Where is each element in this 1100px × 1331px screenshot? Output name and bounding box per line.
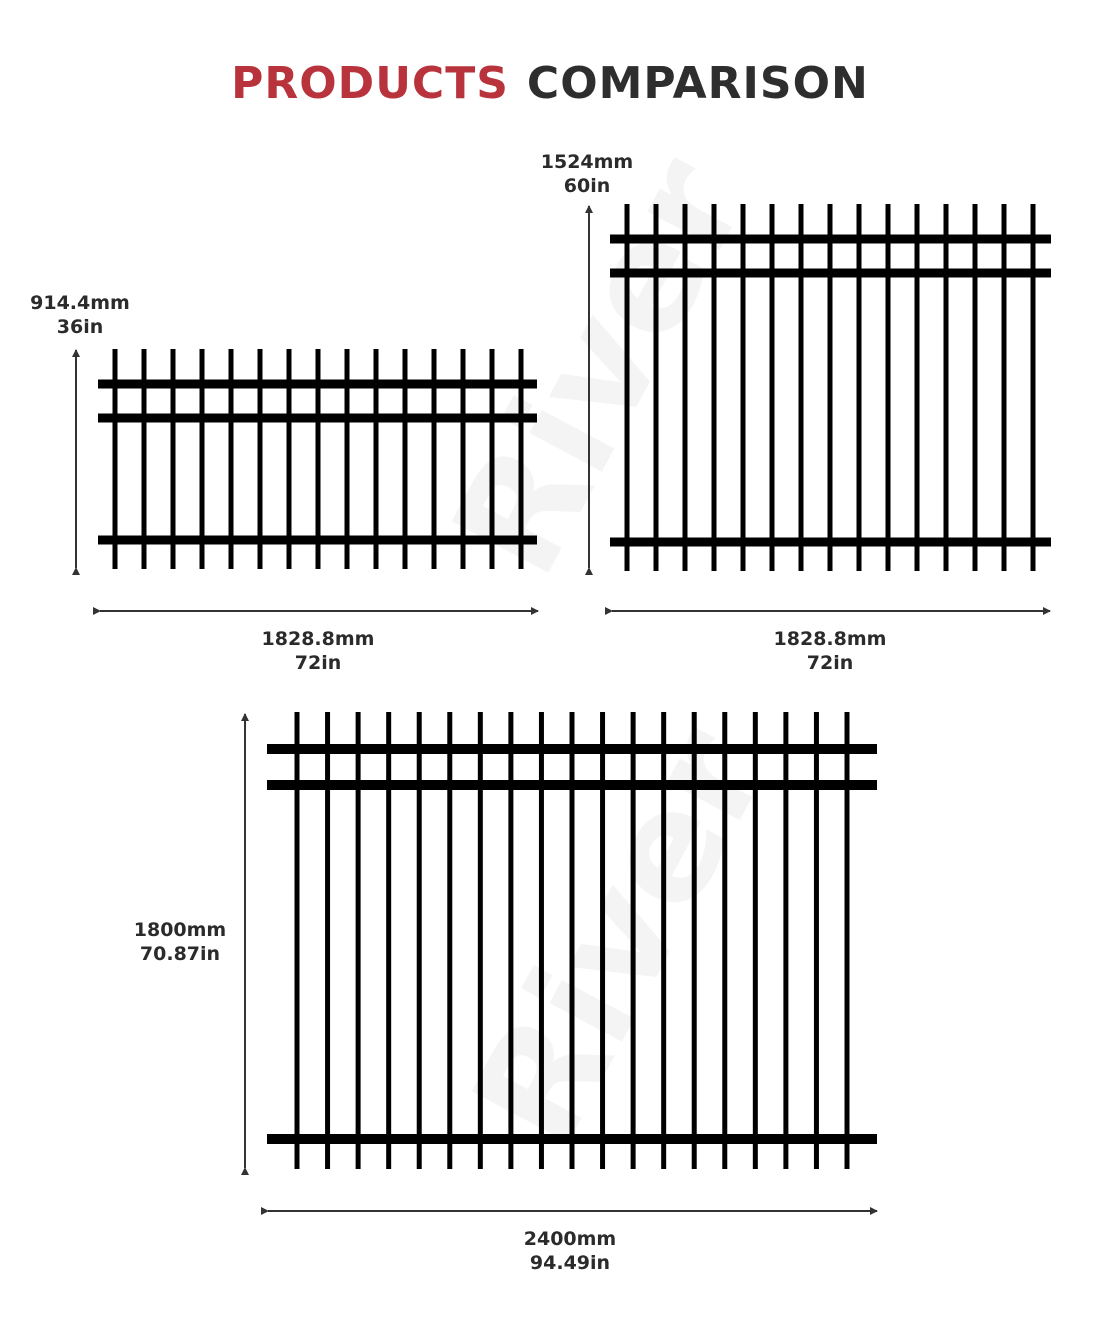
fence-rail (610, 537, 1051, 547)
fence-picket (1030, 204, 1036, 571)
fence-rail (610, 234, 1051, 244)
fence-picket (722, 712, 728, 1169)
fence-picket (325, 712, 331, 1169)
width-mm-1: 1828.8mm (261, 628, 375, 650)
fence-picket (538, 712, 544, 1169)
fence-picket (508, 712, 514, 1169)
fence-picket (489, 349, 495, 569)
fence-picket (661, 712, 667, 1169)
height-label-2: 1524mm 60in (527, 150, 647, 198)
fence-picket (402, 349, 408, 569)
fence-picket (228, 349, 234, 569)
fence-rail (267, 780, 877, 790)
fence-picket (315, 349, 321, 569)
height-mm-1: 914.4mm (30, 292, 130, 314)
fence-picket (844, 712, 850, 1169)
fence-picket (447, 712, 453, 1169)
height-mm-2: 1524mm (540, 151, 634, 173)
height-in-1: 36in (56, 316, 104, 338)
fence-picket (112, 349, 118, 569)
fence-rail (610, 268, 1051, 278)
height-label-1: 914.4mm 36in (20, 291, 140, 339)
fence-picket (199, 349, 205, 569)
fence-rail (267, 744, 877, 754)
width-in-3: 94.49in (529, 1252, 611, 1274)
fence-picket (569, 712, 575, 1169)
fence-picket (286, 349, 292, 569)
fence-picket (431, 349, 437, 569)
fence-picket (798, 204, 804, 571)
fence-rail (98, 379, 537, 389)
width-mm-2: 1828.8mm (773, 628, 887, 650)
fence-picket (972, 204, 978, 571)
fence-picket (914, 204, 920, 571)
width-label-1: 1828.8mm 72in (238, 627, 398, 675)
fence-picket (813, 712, 819, 1169)
fence-picket (355, 712, 361, 1169)
fence-picket (624, 204, 630, 571)
fence-picket (752, 712, 758, 1169)
fence-picket (630, 712, 636, 1169)
fence-panel-2 (610, 204, 1051, 571)
fence-picket (373, 349, 379, 569)
height-mm-3: 1800mm (133, 919, 227, 941)
fence-picket (827, 204, 833, 571)
fence-picket (856, 204, 862, 571)
width-in-1: 72in (294, 652, 342, 674)
fence-picket (294, 712, 300, 1169)
height-in-2: 60in (563, 175, 611, 197)
fence-picket (740, 204, 746, 571)
fence-panel-3 (267, 712, 877, 1169)
width-mm-3: 2400mm (523, 1228, 617, 1250)
fence-picket (141, 349, 147, 569)
fence-picket (170, 349, 176, 569)
fence-rail (98, 535, 537, 545)
fence-picket (691, 712, 697, 1169)
fence-rail (98, 413, 537, 423)
fence-picket (943, 204, 949, 571)
page-title: PRODUCTS COMPARISON (0, 58, 1100, 109)
width-label-2: 1828.8mm 72in (750, 627, 910, 675)
height-label-3: 1800mm 70.87in (120, 918, 240, 966)
title-products: PRODUCTS (231, 58, 509, 109)
fence-picket (460, 349, 466, 569)
fence-panel-1 (98, 349, 537, 569)
fence-picket (477, 712, 483, 1169)
fence-picket (783, 712, 789, 1169)
fence-picket (386, 712, 392, 1169)
width-label-3: 2400mm 94.49in (490, 1227, 650, 1275)
fence-picket (416, 712, 422, 1169)
fence-picket (769, 204, 775, 571)
height-in-3: 70.87in (139, 943, 221, 965)
title-comparison: COMPARISON (526, 58, 869, 109)
fence-picket (518, 349, 524, 569)
fence-picket (1001, 204, 1007, 571)
fence-rail (267, 1134, 877, 1144)
width-in-2: 72in (806, 652, 854, 674)
fence-picket (711, 204, 717, 571)
fence-picket (653, 204, 659, 571)
fence-picket (257, 349, 263, 569)
fence-picket (600, 712, 606, 1169)
fence-picket (885, 204, 891, 571)
fence-picket (682, 204, 688, 571)
fence-picket (344, 349, 350, 569)
